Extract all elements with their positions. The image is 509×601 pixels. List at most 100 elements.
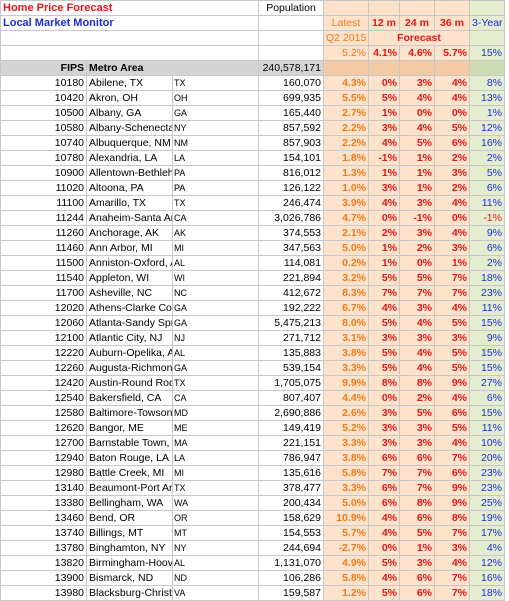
table-row: 10780 Alexandria, LA LA 154,101 1.8% -1% 1% 2% 2… [0, 150, 505, 166]
m24-label: 24 m [399, 15, 435, 31]
population-cell: 3,026,786 [258, 210, 324, 226]
table-row: 12540 Bakersfield, CA CA 807,407 4.4% 0% 2% 4% 6… [0, 390, 505, 406]
state-cell: MA [172, 435, 259, 451]
latest-label: Latest [323, 15, 369, 31]
three-year-cell: 16% [469, 135, 505, 151]
forecast-12m-cell: 5% [368, 585, 400, 601]
fips-cell: 11244 [0, 210, 87, 226]
table-row: 11700 Asheville, NC NC 412,672 8.3% 7% 7% 7% 23% [0, 285, 505, 301]
latest-cell: 3.3% [323, 360, 369, 376]
summary-m36: 5.7% [434, 45, 470, 61]
three-year-cell: -1% [469, 210, 505, 226]
fips-cell: 11020 [0, 180, 87, 196]
table-row: 12100 Atlantic City, NJ NJ 271,712 3.1% 3% 3% 3… [0, 330, 505, 346]
three-year-cell: 16% [469, 570, 505, 586]
state-cell: LA [172, 150, 259, 166]
state-cell: ME [172, 420, 259, 436]
fips-cell: 12100 [0, 330, 87, 346]
forecast-36m-cell: 7% [434, 450, 470, 466]
forecast-12m-cell: 8% [368, 375, 400, 391]
forecast-24m-cell: 5% [399, 135, 435, 151]
state-cell: AL [172, 345, 259, 361]
metro-cell: Atlanta-Sandy Springs-Marietta, GA [86, 315, 173, 331]
forecast-12m-cell: 7% [368, 285, 400, 301]
forecast-24m-cell: 1% [399, 165, 435, 181]
forecast-12m-cell: 4% [368, 195, 400, 211]
forecast-12m-cell: 3% [368, 180, 400, 196]
metro-cell: Birmingham-Hoover, AL [86, 555, 173, 571]
three-year-cell: 23% [469, 465, 505, 481]
summary-latest: 5.2% [323, 45, 369, 61]
forecast-36m-cell: 5% [434, 345, 470, 361]
forecast-12m-cell: 1% [368, 240, 400, 256]
forecast-12m-cell: 4% [368, 135, 400, 151]
forecast-24m-cell: -1% [399, 210, 435, 226]
forecast-24m-cell: 1% [399, 150, 435, 166]
latest-cell: 4.7% [323, 210, 369, 226]
quarter-label: Q2 2015 [323, 30, 369, 46]
fips-cell: 11500 [0, 255, 87, 271]
forecast-12m-cell: 3% [368, 405, 400, 421]
three-year-cell: 17% [469, 525, 505, 541]
fips-cell: 11700 [0, 285, 87, 301]
summary-m12: 4.1% [368, 45, 400, 61]
forecast-24m-cell: 4% [399, 90, 435, 106]
population-cell: 221,151 [258, 435, 324, 451]
fips-cell: 11460 [0, 240, 87, 256]
metro-cell: Albuquerque, NM [86, 135, 173, 151]
population-cell: 126,122 [258, 180, 324, 196]
three-year-cell: 12% [469, 120, 505, 136]
forecast-36m-cell: 4% [434, 195, 470, 211]
latest-cell: 2.1% [323, 225, 369, 241]
fips-cell: 12060 [0, 315, 87, 331]
table-row: 11020 Altoona, PA PA 126,122 1.0% 3% 1% 2% 6% [0, 180, 505, 196]
page-subtitle: Local Market Monitor [0, 15, 259, 31]
forecast-24m-cell: 8% [399, 375, 435, 391]
fips-cell: 13980 [0, 585, 87, 601]
state-cell: MI [172, 240, 259, 256]
fips-cell: 11260 [0, 225, 87, 241]
population-cell: 699,935 [258, 90, 324, 106]
forecast-12m-cell: 4% [368, 525, 400, 541]
metro-header: Metro Area [86, 60, 259, 76]
metro-cell: Atlantic City, NJ [86, 330, 173, 346]
state-cell: TX [172, 480, 259, 496]
forecast-24m-cell: 5% [399, 525, 435, 541]
metro-cell: Anniston-Oxford, AL [86, 255, 173, 271]
metro-cell: Augusta-Richmond County, GA [86, 360, 173, 376]
forecast-12m-cell: 2% [368, 225, 400, 241]
forecast-24m-cell: 6% [399, 510, 435, 526]
forecast-36m-cell: 6% [434, 135, 470, 151]
fips-cell: 10180 [0, 75, 87, 91]
forecast-24m-cell: 4% [399, 345, 435, 361]
latest-cell: 0.2% [323, 255, 369, 271]
forecast-36m-cell: 4% [434, 90, 470, 106]
three-year-cell: 6% [469, 240, 505, 256]
three-year-cell: 11% [469, 195, 505, 211]
latest-cell: 1.8% [323, 150, 369, 166]
population-cell: 154,101 [258, 150, 324, 166]
latest-cell: 2.6% [323, 405, 369, 421]
fips-cell: 12700 [0, 435, 87, 451]
forecast-36m-cell: 9% [434, 480, 470, 496]
header-row-2: Local Market Monitor Latest 12 m 24 m 36… [0, 15, 505, 31]
three-year-cell: 2% [469, 150, 505, 166]
three-year-cell: 12% [469, 555, 505, 571]
state-cell: WI [172, 270, 259, 286]
forecast-24m-cell: 3% [399, 225, 435, 241]
state-cell: TX [172, 195, 259, 211]
table-row: 10180 Abilene, TX TX 160,070 4.3% 0% 3% 4% 8% [0, 75, 505, 91]
m12-label: 12 m [368, 15, 400, 31]
table-row: 10500 Albany, GA GA 165,440 2.7% 1% 0% 0% 1% [0, 105, 505, 121]
m36-label: 36 m [434, 15, 470, 31]
population-cell: 807,407 [258, 390, 324, 406]
metro-cell: Blacksburg-Christiansburg-Radford, VA [86, 585, 173, 601]
fips-cell: 11100 [0, 195, 87, 211]
forecast-label: Forecast [368, 30, 470, 46]
latest-cell: 2.2% [323, 135, 369, 151]
forecast-12m-cell: 3% [368, 420, 400, 436]
three-year-cell: 11% [469, 420, 505, 436]
forecast-36m-cell: 2% [434, 180, 470, 196]
